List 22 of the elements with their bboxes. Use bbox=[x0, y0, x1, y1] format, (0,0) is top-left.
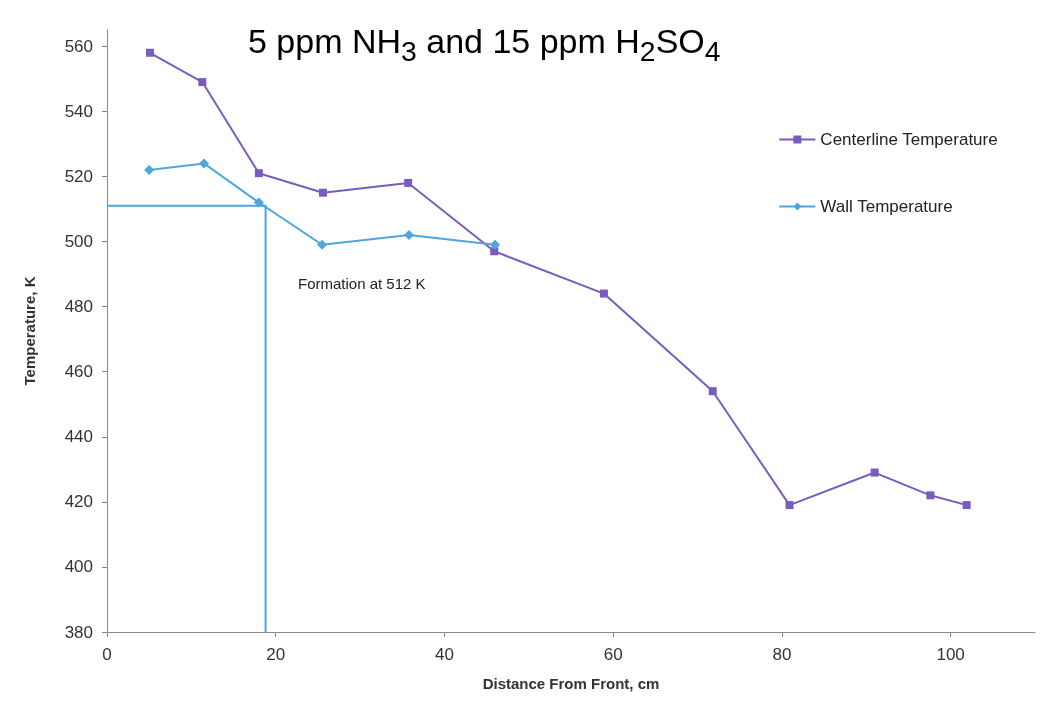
y-tick-label: 460 bbox=[64, 362, 93, 382]
annotation: Formation at 512 K bbox=[298, 275, 426, 292]
x-tick-label: 0 bbox=[102, 645, 112, 664]
y-tick-label: 400 bbox=[64, 557, 93, 577]
y-tick-label: 560 bbox=[64, 36, 93, 56]
x-tick-label: 100 bbox=[936, 645, 965, 664]
x-axis-title: Distance From Front, cm bbox=[482, 675, 660, 692]
y-axis-title: Temperature, K bbox=[21, 276, 38, 386]
chart-title: 5 ppm NH$_{3}$ and 15 ppm H$_{2}$SO$_{4}$ bbox=[248, 22, 721, 68]
legend-label: Centerline Temperature bbox=[820, 130, 998, 149]
y-tick-label: 440 bbox=[64, 427, 93, 447]
y-tick-label: 540 bbox=[64, 101, 93, 121]
y-tick-label: 480 bbox=[64, 297, 93, 317]
y-tick-label: 500 bbox=[64, 232, 93, 252]
x-tick-label: 60 bbox=[603, 645, 623, 664]
x-tick-label: 20 bbox=[266, 645, 286, 664]
y-tick-label: 520 bbox=[64, 166, 93, 186]
legend-label: Wall Temperature bbox=[820, 197, 953, 216]
y-tick-label: 420 bbox=[64, 492, 93, 512]
x-tick-label: 80 bbox=[772, 645, 792, 664]
y-tick-label: 380 bbox=[64, 622, 93, 642]
x-tick-label: 40 bbox=[434, 645, 454, 664]
